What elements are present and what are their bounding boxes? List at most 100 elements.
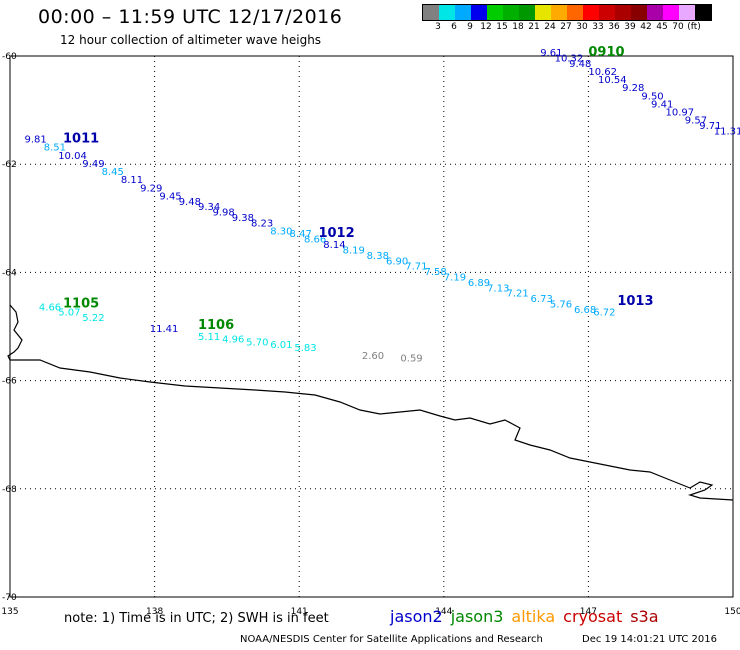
swh-value: 8.11: [121, 175, 143, 186]
lon-tick-label: 147: [580, 607, 597, 617]
legend-swatch: [631, 5, 647, 20]
swh-value: 9.49: [82, 159, 104, 170]
satellite-cryosat: cryosat: [563, 607, 623, 626]
swh-value: 9.41: [651, 99, 673, 110]
swh-value: 7.58: [425, 267, 447, 278]
swh-value: 8.66: [304, 235, 326, 246]
lat-tick-label: -68: [2, 485, 17, 495]
legend-swatch: [695, 5, 711, 20]
swh-value: 9.38: [232, 213, 254, 224]
legend-swatch: [647, 5, 663, 20]
pass-time-label: 1012: [318, 226, 354, 241]
swh-value: 9.34: [198, 202, 220, 213]
pass-time-label: 1105: [63, 297, 99, 312]
legend-swatch: [663, 5, 679, 20]
swh-value: 9.57: [685, 116, 707, 127]
swh-value: 8.19: [343, 245, 365, 256]
swh-value: 9.71: [699, 121, 721, 132]
legend-label: 42: [640, 22, 652, 32]
swh-value: 7.13: [487, 283, 509, 294]
satellite-s3a: s3a: [630, 607, 659, 626]
legend-swatch: [679, 5, 695, 20]
swh-value: 9.98: [212, 208, 234, 219]
swh-value: 10.62: [588, 67, 617, 78]
legend-label: 6: [451, 22, 457, 32]
pass-time-label: 1013: [617, 294, 653, 309]
swh-value: 5.07: [58, 308, 80, 319]
swh-value: 7.71: [405, 262, 427, 273]
satellite-jason2: jason2: [390, 607, 443, 626]
swh-value: 6.90: [386, 256, 408, 267]
swh-value: 6.89: [468, 278, 490, 289]
swh-value: 0.59: [400, 354, 422, 365]
lon-tick-label: 141: [291, 607, 308, 617]
legend-swatch: [519, 5, 535, 20]
swh-value: 5.70: [246, 337, 268, 348]
legend-swatch: [455, 5, 471, 20]
swh-value: 7.19: [444, 273, 466, 284]
swh-value: 11.41: [150, 324, 179, 335]
legend-swatch: [583, 5, 599, 20]
swh-value: 11.31: [714, 126, 740, 137]
swh-value: 8.51: [44, 143, 66, 154]
map-subtitle: 12 hour collection of altimeter wave hei…: [60, 33, 322, 47]
swh-value: 6.73: [531, 294, 553, 305]
legend-label: 36: [608, 22, 620, 32]
swh-value: 5.76: [550, 300, 572, 311]
legend-swatch: [423, 5, 439, 20]
legend-label: 12: [480, 22, 492, 32]
lat-tick-label: -62: [2, 160, 17, 170]
coastline: [7, 304, 734, 501]
swh-value: 9.48: [179, 197, 201, 208]
swh-value: 5.83: [294, 343, 316, 354]
swh-value: 9.50: [641, 91, 663, 102]
swh-value: 10.32: [555, 53, 584, 64]
legend-label: 70: [672, 22, 684, 32]
satellite-jason3: jason3: [450, 607, 504, 626]
legend-swatch: [567, 5, 583, 20]
swh-value: 9.48: [569, 59, 591, 70]
timestamp-text: Dec 19 14:01:21 UTC 2016: [582, 634, 717, 645]
swh-value: 6.72: [593, 308, 615, 319]
legend-label: (ft): [687, 22, 701, 32]
pass-time-label: 1011: [63, 132, 99, 147]
legend-label: 3: [435, 22, 441, 32]
lat-tick-label: -66: [2, 377, 17, 387]
legend-label: 30: [576, 22, 588, 32]
swh-value: 6.01: [270, 340, 292, 351]
swh-value: 10.04: [58, 151, 87, 162]
lon-tick-label: 150: [724, 607, 740, 617]
legend-label: 24: [544, 22, 556, 32]
legend-swatch: [503, 5, 519, 20]
swh-value: 9.81: [24, 135, 46, 146]
swh-value: 8.45: [102, 167, 124, 178]
map-frame: [9, 55, 734, 598]
swh-value: 8.47: [290, 229, 312, 240]
swh-value: 4.96: [222, 335, 244, 346]
legend-label: 33: [592, 22, 604, 32]
legend-label: 18: [512, 22, 524, 32]
legend-label: 27: [560, 22, 572, 32]
swh-value: 8.23: [251, 218, 273, 229]
lat-tick-label: -64: [2, 268, 17, 278]
legend-label: 9: [467, 22, 473, 32]
swh-value: 2.60: [362, 351, 384, 362]
lon-tick-label: 138: [146, 607, 163, 617]
map-title: 00:00 – 11:59 UTC 12/17/2016: [38, 6, 343, 28]
legend-swatch: [551, 5, 567, 20]
swh-value: 10.54: [598, 75, 627, 86]
swh-value: 7.21: [506, 289, 528, 300]
lon-tick-label: 144: [435, 607, 452, 617]
legend-label: 39: [624, 22, 636, 32]
swh-value: 8.30: [270, 227, 292, 238]
swh-value: 8.14: [323, 240, 345, 251]
legend-swatch: [439, 5, 455, 20]
legend-swatch: [535, 5, 551, 20]
lat-tick-label: -70: [2, 593, 17, 603]
swh-value: 4.66: [39, 302, 61, 313]
swh-value: 9.29: [140, 183, 162, 194]
color-scale-legend: [422, 4, 712, 21]
swh-value: 10.97: [666, 108, 695, 119]
legend-label: 21: [528, 22, 540, 32]
